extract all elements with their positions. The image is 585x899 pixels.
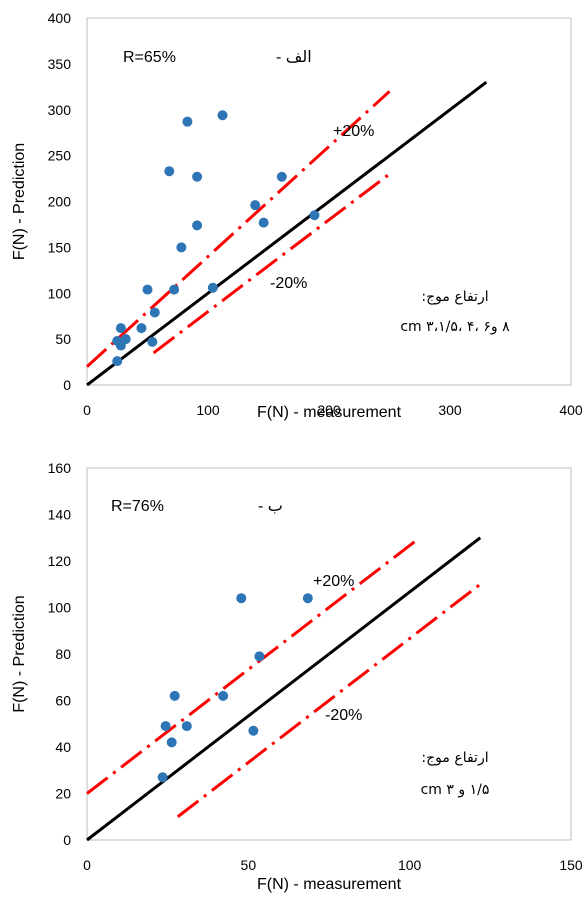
y-tick-label: 0 — [63, 377, 71, 393]
data-point — [160, 721, 171, 732]
x-tick-label: 300 — [438, 402, 462, 418]
data-point — [192, 171, 203, 182]
x-tick-label: 400 — [559, 402, 583, 418]
data-point — [236, 593, 247, 604]
wave-height-title: ارتفاع موج: — [421, 289, 488, 305]
wave-height-title: ارتفاع موج: — [421, 750, 488, 766]
data-point — [169, 690, 180, 701]
y-tick-label: 300 — [48, 102, 72, 118]
y-tick-label: 400 — [48, 10, 72, 26]
r-value-label: R=65% — [123, 49, 176, 66]
data-point — [258, 217, 269, 228]
data-point — [166, 737, 177, 748]
data-point — [218, 690, 229, 701]
minus-20-label: -20% — [325, 707, 362, 724]
y-tick-label: 140 — [48, 507, 72, 523]
y-tick-label: 350 — [48, 56, 72, 72]
y-tick-label: 150 — [48, 239, 72, 255]
panel-label: الف - — [276, 49, 312, 66]
y-tick-label: 120 — [48, 553, 72, 569]
data-point — [112, 356, 123, 367]
data-point — [169, 284, 180, 295]
data-point — [120, 334, 131, 345]
wave-height-values: ۸ و۶ ،۴ ،۳،۱/۵ cm — [400, 319, 510, 335]
y-axis-label: F(N) - Prediction — [11, 595, 28, 712]
data-point — [276, 171, 287, 182]
data-point — [147, 336, 158, 347]
data-point — [250, 200, 261, 211]
data-point — [217, 110, 228, 121]
chart-panel-a: 0 100 200 300 400 0 50 100 150 200 250 300 350 400 F(N… — [11, 10, 583, 421]
y-tick-label: 20 — [55, 786, 71, 802]
y-tick-label: 50 — [55, 331, 71, 347]
x-tick-label: 50 — [241, 857, 257, 873]
y-tick-label: 60 — [55, 693, 71, 709]
data-point — [302, 593, 313, 604]
x-axis-label: F(N) - measurement — [257, 404, 402, 421]
data-point — [248, 725, 259, 736]
x-axis-label: F(N) - measurement — [257, 876, 402, 893]
data-point — [115, 323, 126, 334]
data-point — [142, 284, 153, 295]
data-point — [149, 307, 160, 318]
r-value-label: R=76% — [111, 498, 164, 515]
plot-frame — [86, 17, 572, 386]
data-point — [181, 721, 192, 732]
x-tick-label: 100 — [196, 402, 220, 418]
identity-line — [86, 81, 488, 387]
x-tick-label: 200 — [317, 402, 341, 418]
y-tick-label: 250 — [48, 148, 72, 164]
y-tick-label: 100 — [48, 600, 72, 616]
chart-panel-b: 0 50 100 150 0 20 40 60 80 100 120 140 160 F(N) - mea… — [11, 460, 583, 893]
panel-label: ب - — [258, 498, 283, 515]
identity-line — [86, 536, 482, 842]
data-point — [254, 651, 265, 662]
y-tick-label: 80 — [55, 646, 71, 662]
data-point — [164, 166, 175, 177]
plot-frame — [86, 467, 572, 841]
data-point — [176, 242, 187, 253]
upper-bound-line — [86, 536, 421, 795]
x-tick-label: 0 — [83, 402, 91, 418]
y-tick-label: 200 — [48, 194, 72, 210]
data-point — [157, 772, 168, 783]
data-point — [207, 282, 218, 293]
plus-20-label: +20% — [333, 123, 374, 140]
data-point — [309, 210, 320, 221]
x-tick-label: 150 — [559, 857, 583, 873]
lower-bound-line — [152, 172, 391, 355]
y-tick-label: 40 — [55, 739, 71, 755]
data-point — [182, 116, 193, 127]
data-point — [136, 323, 147, 334]
x-tick-label: 100 — [398, 857, 422, 873]
y-tick-label: 100 — [48, 285, 72, 301]
plus-20-label: +20% — [313, 573, 354, 590]
data-point — [192, 220, 203, 231]
x-tick-label: 0 — [83, 857, 91, 873]
lower-bound-line — [176, 583, 482, 818]
y-tick-label: 0 — [63, 832, 71, 848]
y-axis-label: F(N) - Prediction — [11, 143, 28, 260]
upper-bound-line — [85, 90, 391, 368]
minus-20-label: -20% — [270, 275, 307, 292]
y-tick-label: 160 — [48, 460, 72, 476]
wave-height-values: ۱/۵ و ۳ cm — [421, 782, 490, 798]
